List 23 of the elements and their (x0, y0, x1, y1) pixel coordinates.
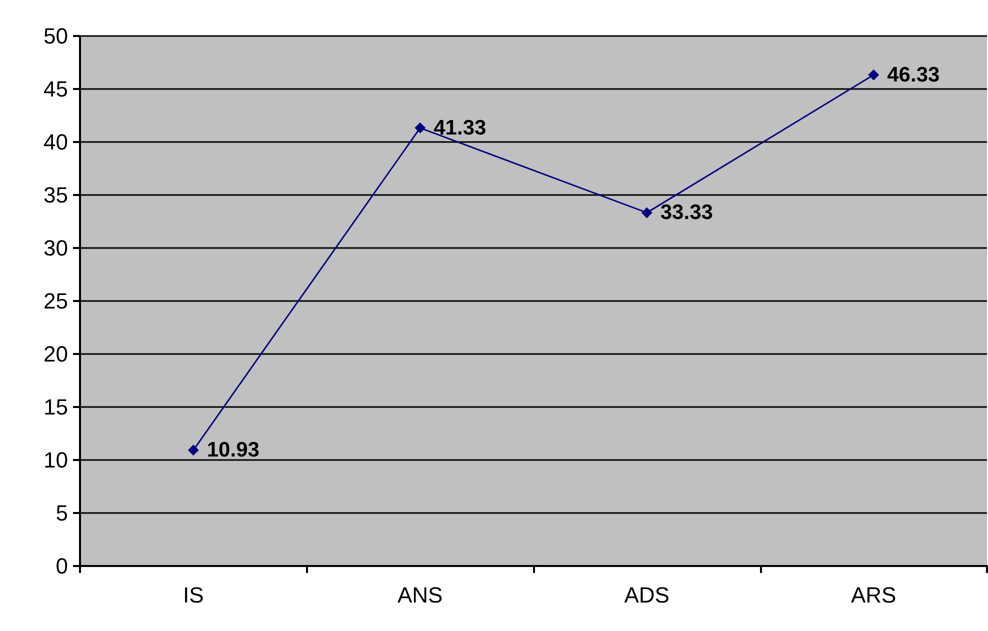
x-tick-label: IS (182, 582, 204, 608)
y-tick-label: 0 (56, 554, 68, 578)
y-tick-label: 10 (44, 448, 68, 472)
x-tick-label: ANS (398, 582, 443, 608)
point (868, 69, 880, 80)
y-tick-label: 20 (44, 342, 68, 366)
data-label: 33.33 (660, 201, 713, 224)
point (641, 207, 652, 218)
y-tick-label: 25 (44, 288, 68, 314)
point (414, 122, 426, 134)
x-tick-label: ADS (624, 582, 670, 608)
y-tick-label: 15 (44, 394, 68, 420)
y-tick-label: 35 (44, 182, 68, 208)
y-tick-label: 30 (44, 236, 68, 260)
x-tick-label: ARS (851, 582, 896, 608)
y-tick-label: 40 (44, 130, 68, 154)
data-label: 41.33 (434, 116, 486, 140)
y-tick-label: 5 (56, 500, 68, 526)
data-label: 10.93 (206, 438, 260, 462)
y-tick-label: 50 (44, 24, 68, 48)
data-label: 46.33 (887, 63, 940, 86)
y-tick-label: 45 (44, 76, 68, 102)
point (188, 444, 199, 456)
